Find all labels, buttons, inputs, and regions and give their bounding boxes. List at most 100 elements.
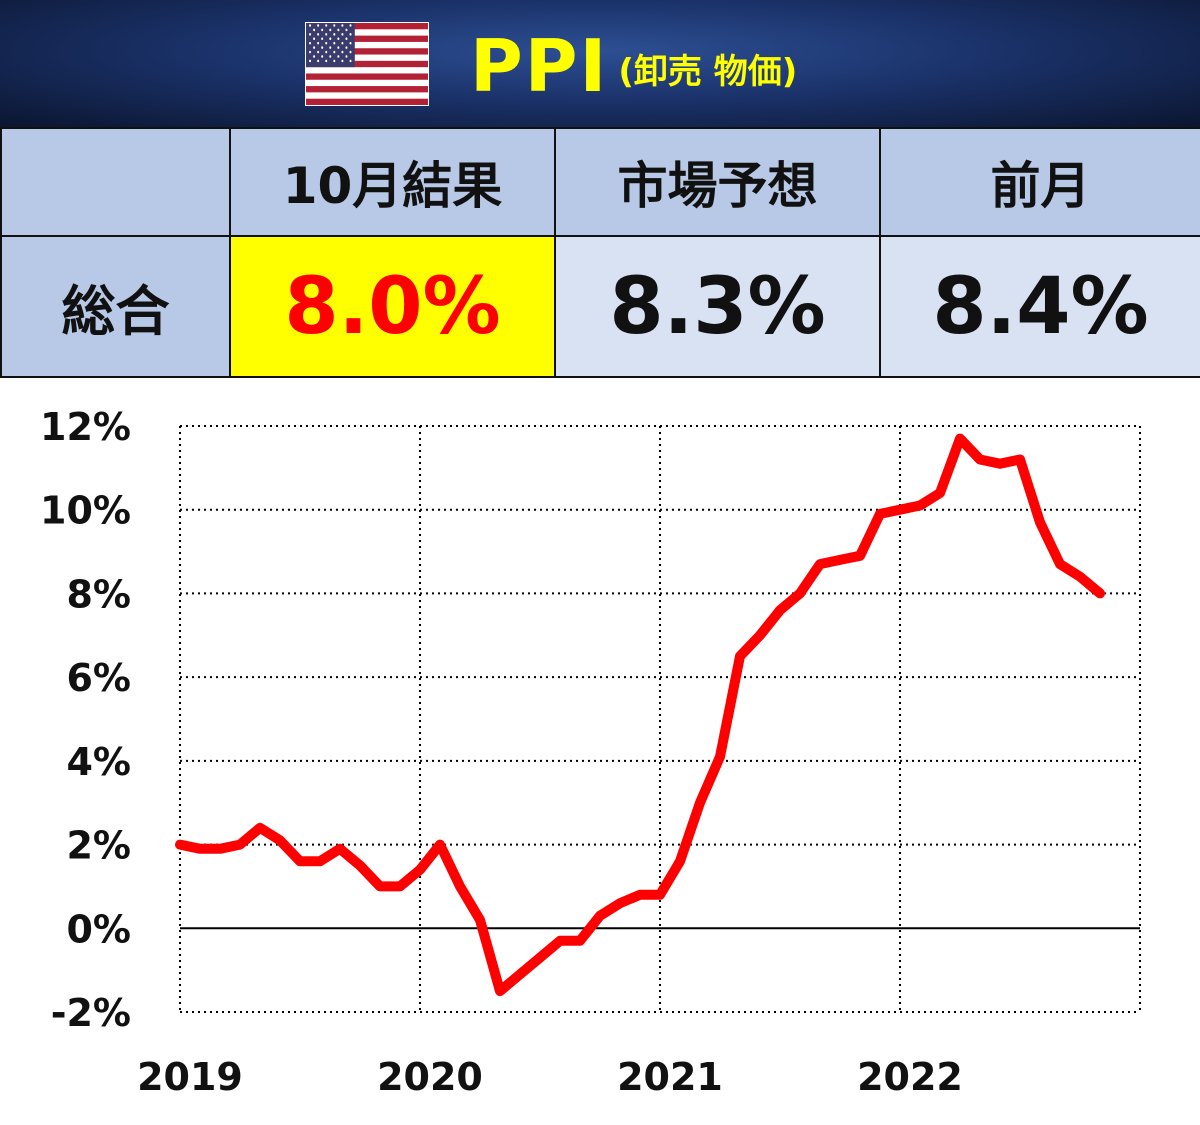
data-point xyxy=(295,856,305,866)
flag-star xyxy=(337,28,340,32)
flag-star xyxy=(321,46,324,49)
y-tick-label: 0% xyxy=(66,907,131,951)
flag-star xyxy=(309,50,312,54)
data-point xyxy=(615,898,625,908)
data-point xyxy=(395,881,405,891)
flag-star xyxy=(329,28,332,32)
flag-star xyxy=(337,46,340,49)
summary-value-row: 総合 8.0% 8.3% 8.4% xyxy=(0,235,1200,378)
data-point xyxy=(975,454,985,464)
data-point xyxy=(755,630,765,640)
data-point xyxy=(315,856,325,866)
flag-star xyxy=(341,33,344,36)
data-point xyxy=(915,501,925,511)
data-point xyxy=(575,936,585,946)
flag-star xyxy=(317,41,320,45)
data-point xyxy=(255,823,265,833)
flag-star xyxy=(341,41,344,45)
flag-star xyxy=(325,41,328,45)
flag-star xyxy=(341,24,344,27)
series-line xyxy=(175,433,1105,997)
data-point xyxy=(1015,454,1025,464)
flag-star xyxy=(333,50,336,54)
flag-star xyxy=(317,33,320,36)
forecast-value: 8.3% xyxy=(554,235,881,378)
flag-star xyxy=(313,37,316,41)
data-point xyxy=(215,844,225,854)
y-tick-label: 4% xyxy=(66,740,131,784)
x-tick-label: 2022 xyxy=(857,1055,963,1099)
data-point xyxy=(595,911,605,921)
result-value: 8.0% xyxy=(229,235,556,378)
data-point xyxy=(995,459,1005,469)
data-point xyxy=(835,555,845,565)
data-point xyxy=(735,651,745,661)
ppi-line-chart: 12% 10% 8% 6% 4% 2% 0% -2%2019 2020 2021 2022 xyxy=(40,405,1141,1099)
data-point xyxy=(175,840,185,850)
flag-star xyxy=(309,24,312,27)
data-point xyxy=(795,588,805,598)
data-point xyxy=(235,840,245,850)
flag-star xyxy=(321,55,324,58)
flag-star xyxy=(325,33,328,36)
flag-star xyxy=(329,46,332,49)
data-point xyxy=(515,969,525,979)
flag-star xyxy=(333,41,336,45)
data-point xyxy=(335,844,345,854)
flag-star xyxy=(317,50,320,54)
y-tick-label: 12% xyxy=(40,405,131,449)
y-tick-label: 10% xyxy=(40,489,131,533)
data-point xyxy=(435,840,445,850)
data-point xyxy=(635,890,645,900)
data-point xyxy=(475,915,485,925)
previous-value: 8.4% xyxy=(879,235,1200,378)
y-tick-label: 8% xyxy=(66,572,131,616)
flag-star xyxy=(349,59,352,63)
data-point xyxy=(555,936,565,946)
y-tick-label: 6% xyxy=(66,656,131,700)
data-point xyxy=(955,434,965,444)
data-point xyxy=(1035,517,1045,527)
flag-star xyxy=(321,37,324,41)
flag-star xyxy=(345,28,348,32)
flag-star xyxy=(329,55,332,58)
y-tick-label: -2% xyxy=(51,991,131,1035)
flag-star xyxy=(313,55,316,58)
data-point xyxy=(1055,559,1065,569)
row-label: 総合 xyxy=(0,235,231,378)
flag-star xyxy=(329,37,332,41)
flag-star xyxy=(313,46,316,49)
flag-star xyxy=(333,33,336,36)
data-point xyxy=(895,505,905,515)
x-tick-label: 2021 xyxy=(617,1055,723,1099)
flag-star xyxy=(321,28,324,32)
data-point xyxy=(655,890,665,900)
flag-star xyxy=(337,37,340,41)
flag-star xyxy=(349,41,352,45)
flag-star xyxy=(333,59,336,63)
header-cell-empty xyxy=(0,127,231,237)
data-point xyxy=(195,844,205,854)
data-point xyxy=(675,856,685,866)
data-point xyxy=(815,559,825,569)
data-point xyxy=(935,488,945,498)
flag-star xyxy=(345,37,348,41)
summary-header-row: 10月結果 市場予想 前月 xyxy=(0,127,1200,237)
flag-star xyxy=(309,41,312,45)
flag-star xyxy=(317,59,320,63)
title-subtitle: (卸売 物価) xyxy=(618,52,798,92)
data-point xyxy=(1075,572,1085,582)
flag-star xyxy=(349,50,352,54)
flag-star xyxy=(345,55,348,58)
data-point xyxy=(415,865,425,875)
data-point xyxy=(455,881,465,891)
flag-star xyxy=(309,59,312,63)
data-point xyxy=(715,752,725,762)
y-tick-label: 2% xyxy=(66,824,131,868)
data-point xyxy=(875,509,885,519)
flag-star xyxy=(325,59,328,63)
us-flag-icon xyxy=(305,22,429,106)
flag-star xyxy=(333,24,336,27)
flag-star xyxy=(313,28,316,32)
flag-star xyxy=(349,33,352,36)
